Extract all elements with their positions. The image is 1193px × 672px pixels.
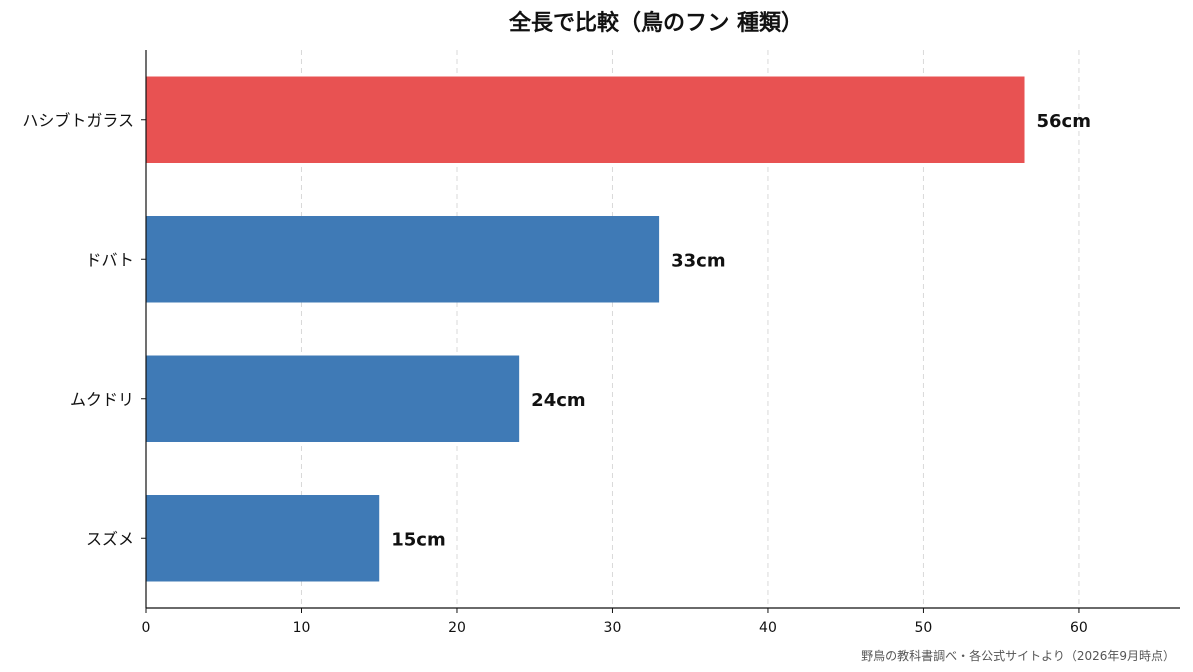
bar — [146, 216, 660, 303]
bar — [146, 355, 520, 442]
axes — [141, 50, 1180, 613]
x-tick-label: 60 — [1070, 620, 1088, 636]
source-note: 野鳥の教科書調べ・各公式サイトより（2026年9月時点） — [861, 648, 1175, 663]
data-label: 15cm — [391, 529, 445, 550]
x-tick-label: 0 — [142, 620, 151, 636]
chart-title: 全長で比較（鳥のフン 種類） — [508, 10, 803, 36]
x-tick-label: 30 — [604, 620, 622, 636]
data-label: 33cm — [671, 250, 725, 271]
bar — [146, 495, 380, 582]
bars — [146, 76, 1025, 582]
x-tick-label: 50 — [915, 620, 933, 636]
x-tick-label: 40 — [759, 620, 777, 636]
x-tick-label: 20 — [448, 620, 466, 636]
category-label: ハシブトガラス — [22, 111, 134, 130]
category-label: スズメ — [86, 529, 134, 548]
data-label: 56cm — [1037, 111, 1091, 132]
category-label: ドバト — [86, 250, 134, 269]
bar — [146, 76, 1025, 163]
data-label: 24cm — [531, 390, 585, 411]
x-tick-label: 10 — [293, 620, 311, 636]
labels: 0 10 20 30 40 50 60 ハシブトガラス 56cm ドバト 33cm ムクドリ 24cm ス… — [22, 111, 1091, 636]
category-label: ムクドリ — [70, 390, 134, 409]
